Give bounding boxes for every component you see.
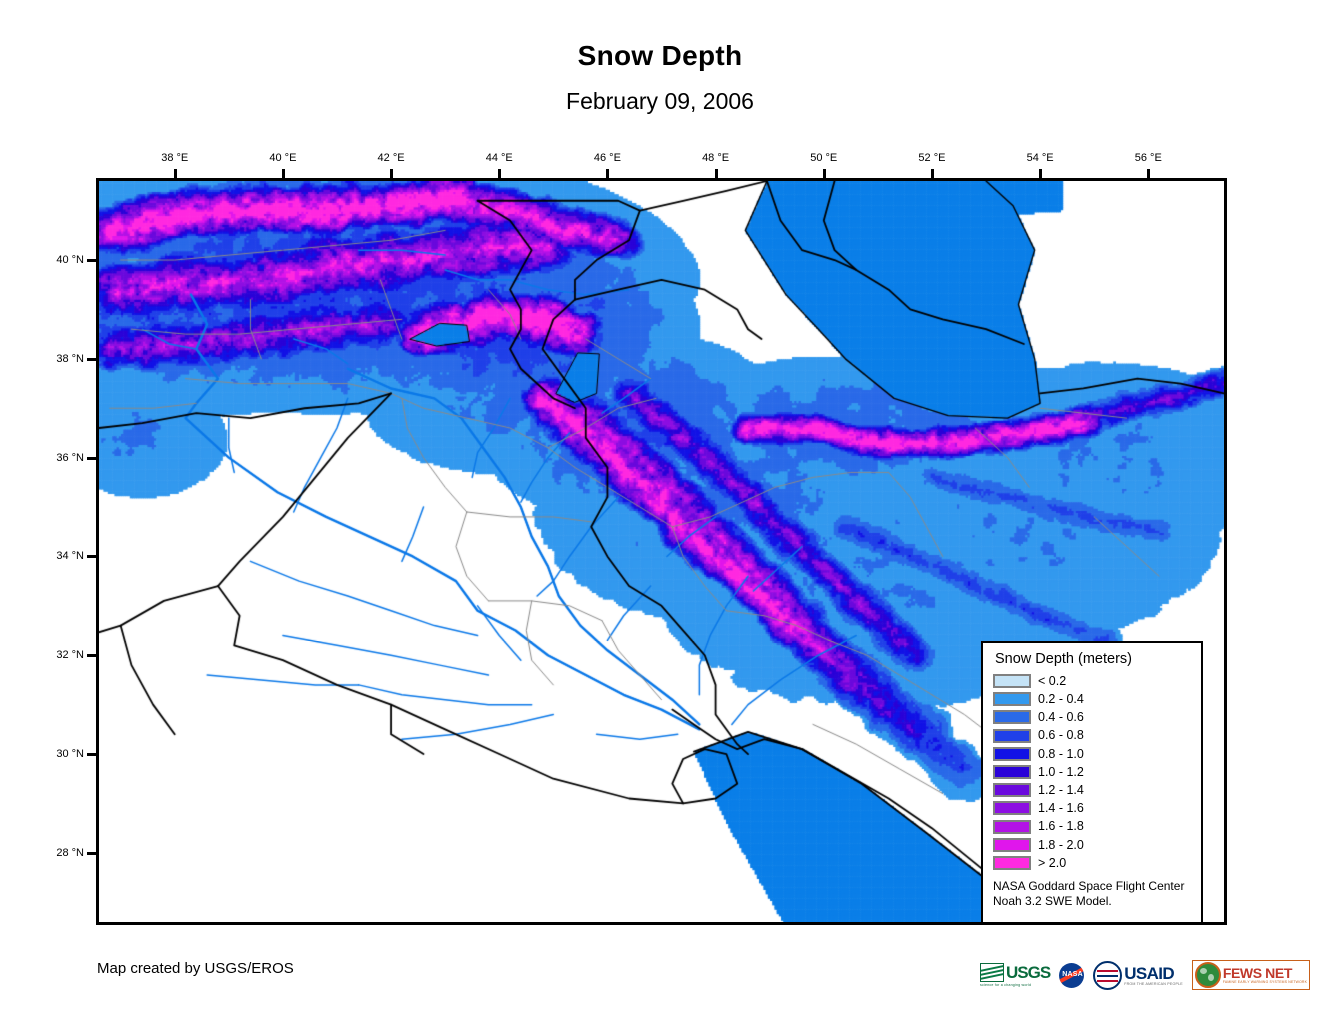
- x-axis-tick-label: 38 °E: [161, 152, 189, 164]
- y-axis-tick: [87, 555, 96, 559]
- x-axis-tick-label: 54 °E: [1026, 152, 1054, 164]
- y-axis-tick: [87, 357, 96, 361]
- legend-label: 1.0 - 1.2: [1038, 764, 1084, 779]
- x-axis-tick-label: 48 °E: [702, 152, 730, 164]
- legend-row: 1.4 - 1.6: [993, 799, 1191, 817]
- legend-label: 0.6 - 0.8: [1038, 728, 1084, 743]
- x-axis-tick: [822, 169, 826, 178]
- legend-label: 1.2 - 1.4: [1038, 782, 1084, 797]
- legend-row: 1.0 - 1.2: [993, 763, 1191, 781]
- y-axis-tick: [87, 259, 96, 263]
- fews-globe-icon: [1194, 962, 1221, 988]
- x-axis-tick-label: 44 °E: [485, 152, 513, 164]
- legend-label: 1.6 - 1.8: [1038, 819, 1084, 834]
- legend-swatch: [993, 710, 1031, 725]
- legend-label: 0.8 - 1.0: [1038, 746, 1084, 761]
- x-axis-tick: [390, 169, 394, 178]
- legend-swatch: [993, 692, 1031, 707]
- y-axis-tick-label: 28 °N: [56, 846, 84, 859]
- legend-swatch: [993, 746, 1031, 761]
- legend-label: 1.4 - 1.6: [1038, 801, 1084, 816]
- fews-net-logo: FEWS NET FAMINE EARLY WARNING SYSTEMS NE…: [1191, 958, 1311, 992]
- y-axis-tick-label: 36 °N: [56, 451, 84, 464]
- nasa-logo-text: NASA: [1062, 970, 1083, 978]
- legend-row: 1.6 - 1.8: [993, 818, 1191, 836]
- legend-swatch: [993, 801, 1031, 816]
- legend-row: 0.2 - 0.4: [993, 690, 1191, 708]
- map-date-subtitle: February 09, 2006: [566, 88, 754, 114]
- x-axis-tick: [281, 169, 285, 178]
- usaid-seal-icon: [1093, 960, 1123, 990]
- x-axis-tick-label: 40 °E: [269, 152, 297, 164]
- legend-label: > 2.0: [1038, 855, 1067, 870]
- legend-source-credit: NASA Goddard Space Flight Center Noah 3.…: [993, 879, 1191, 910]
- legend-row: 0.8 - 1.0: [993, 745, 1191, 763]
- y-axis-tick-label: 34 °N: [56, 550, 84, 563]
- legend-label: 0.4 - 0.6: [1038, 710, 1084, 725]
- footer-credit: Map created by USGS/EROS: [97, 960, 294, 977]
- fews-logo-tagline: FAMINE EARLY WARNING SYSTEMS NETWORK: [1222, 980, 1308, 984]
- legend-row: < 0.2: [993, 672, 1191, 690]
- legend-class-list: < 0.2 0.2 - 0.4 0.4 - 0.6 0.6 - 0.8 0.8 - 1.…: [993, 672, 1191, 872]
- page-title: Snow Depth: [577, 40, 743, 71]
- usgs-logo: USGS science for a changing world: [980, 958, 1051, 992]
- legend-row: 1.2 - 1.4: [993, 781, 1191, 799]
- legend-swatch: [993, 837, 1031, 852]
- usgs-logo-text: USGS: [1006, 963, 1051, 982]
- usgs-wave-icon: [980, 963, 1004, 982]
- legend-row: > 2.0: [993, 854, 1191, 872]
- usaid-logo-tagline: FROM THE AMERICAN PEOPLE: [1124, 981, 1183, 986]
- x-axis-tick-label: 42 °E: [377, 152, 405, 164]
- fews-logo-text: FEWS NET: [1222, 965, 1293, 981]
- x-axis-tick: [714, 169, 718, 178]
- nasa-meatball-icon: NASA: [1059, 962, 1085, 988]
- legend-label: 1.8 - 2.0: [1038, 837, 1084, 852]
- y-axis-tick-label: 38 °N: [56, 352, 84, 365]
- y-axis-tick-label: 40 °N: [56, 254, 84, 267]
- legend-row: 1.8 - 2.0: [993, 836, 1191, 854]
- legend-swatch: [993, 855, 1031, 870]
- y-axis-tick: [87, 456, 96, 460]
- nasa-logo: NASA: [1059, 958, 1085, 992]
- legend-panel: Snow Depth (meters) < 0.2 0.2 - 0.4 0.4 - …: [981, 641, 1203, 924]
- usgs-logo-tagline: science for a changing world: [980, 983, 1032, 987]
- x-axis-tick: [498, 169, 502, 178]
- legend-credit-line-2: Noah 3.2 SWE Model.: [993, 894, 1112, 909]
- legend-swatch: [993, 783, 1031, 798]
- legend-swatch: [993, 728, 1031, 743]
- x-axis-tick: [1147, 169, 1151, 178]
- y-axis-tick-label: 32 °N: [56, 649, 84, 662]
- x-axis-tick: [930, 169, 934, 178]
- x-axis-tick-label: 46 °E: [593, 152, 621, 164]
- legend-swatch: [993, 674, 1031, 689]
- legend-label: < 0.2: [1038, 673, 1067, 688]
- x-axis-tick-label: 56 °E: [1134, 152, 1162, 164]
- y-axis-tick: [87, 753, 96, 757]
- x-axis-tick: [606, 169, 610, 178]
- legend-label: 0.2 - 0.4: [1038, 692, 1084, 707]
- agency-logo-bar: USGS science for a changing world NASA U…: [980, 957, 1311, 993]
- usaid-logo: USAID FROM THE AMERICAN PEOPLE: [1093, 958, 1183, 992]
- usaid-logo-text: USAID: [1124, 963, 1175, 983]
- legend-row: 0.6 - 0.8: [993, 727, 1191, 745]
- legend-swatch: [993, 765, 1031, 780]
- x-axis-tick-label: 50 °E: [810, 152, 838, 164]
- legend-swatch: [993, 819, 1031, 834]
- y-axis-tick: [87, 654, 96, 658]
- legend-credit-line-1: NASA Goddard Space Flight Center: [993, 879, 1185, 894]
- x-axis-tick: [173, 169, 177, 178]
- legend-title: Snow Depth (meters): [995, 651, 1132, 667]
- x-axis-tick-label: 52 °E: [918, 152, 946, 164]
- y-axis-tick-label: 30 °N: [56, 748, 84, 761]
- x-axis-tick: [1039, 169, 1043, 178]
- y-axis-tick: [87, 851, 96, 855]
- legend-row: 0.4 - 0.6: [993, 708, 1191, 726]
